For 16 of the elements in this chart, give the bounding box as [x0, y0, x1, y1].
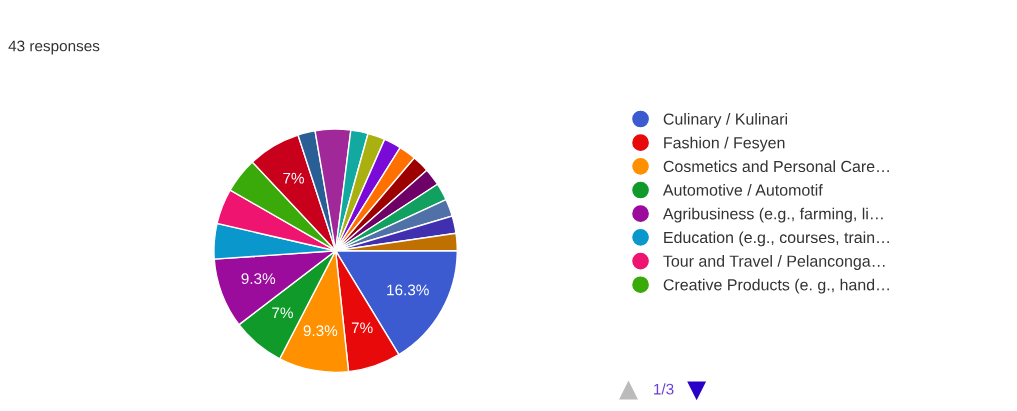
data-label: 7% — [272, 307, 293, 319]
data-label: 16.3% — [387, 284, 429, 296]
data-label: 9.3% — [303, 325, 338, 337]
legend-label: Cosmetics and Personal Care… — [663, 160, 889, 173]
data-label: 7% — [283, 172, 304, 184]
legend-label: Fashion / Fesyen — [664, 136, 785, 152]
data-label: 9.3% — [241, 273, 276, 285]
legend-label: Agribusiness (e.g., farming, li… — [662, 207, 883, 223]
text: 1/3 — [654, 383, 674, 395]
legend-label: Tour and Travel / Pelanconga… — [663, 255, 885, 270]
data-label: 7% — [351, 322, 373, 334]
legend-label: Creative Products (e. g., hand… — [663, 278, 889, 294]
legend-label: Culinary / Kulinari — [663, 113, 787, 128]
legend-label: Automotive / Automotif — [662, 184, 823, 196]
legend-label: Education (e.g., courses, train… — [664, 231, 889, 247]
text: 43 responses — [8, 40, 100, 55]
